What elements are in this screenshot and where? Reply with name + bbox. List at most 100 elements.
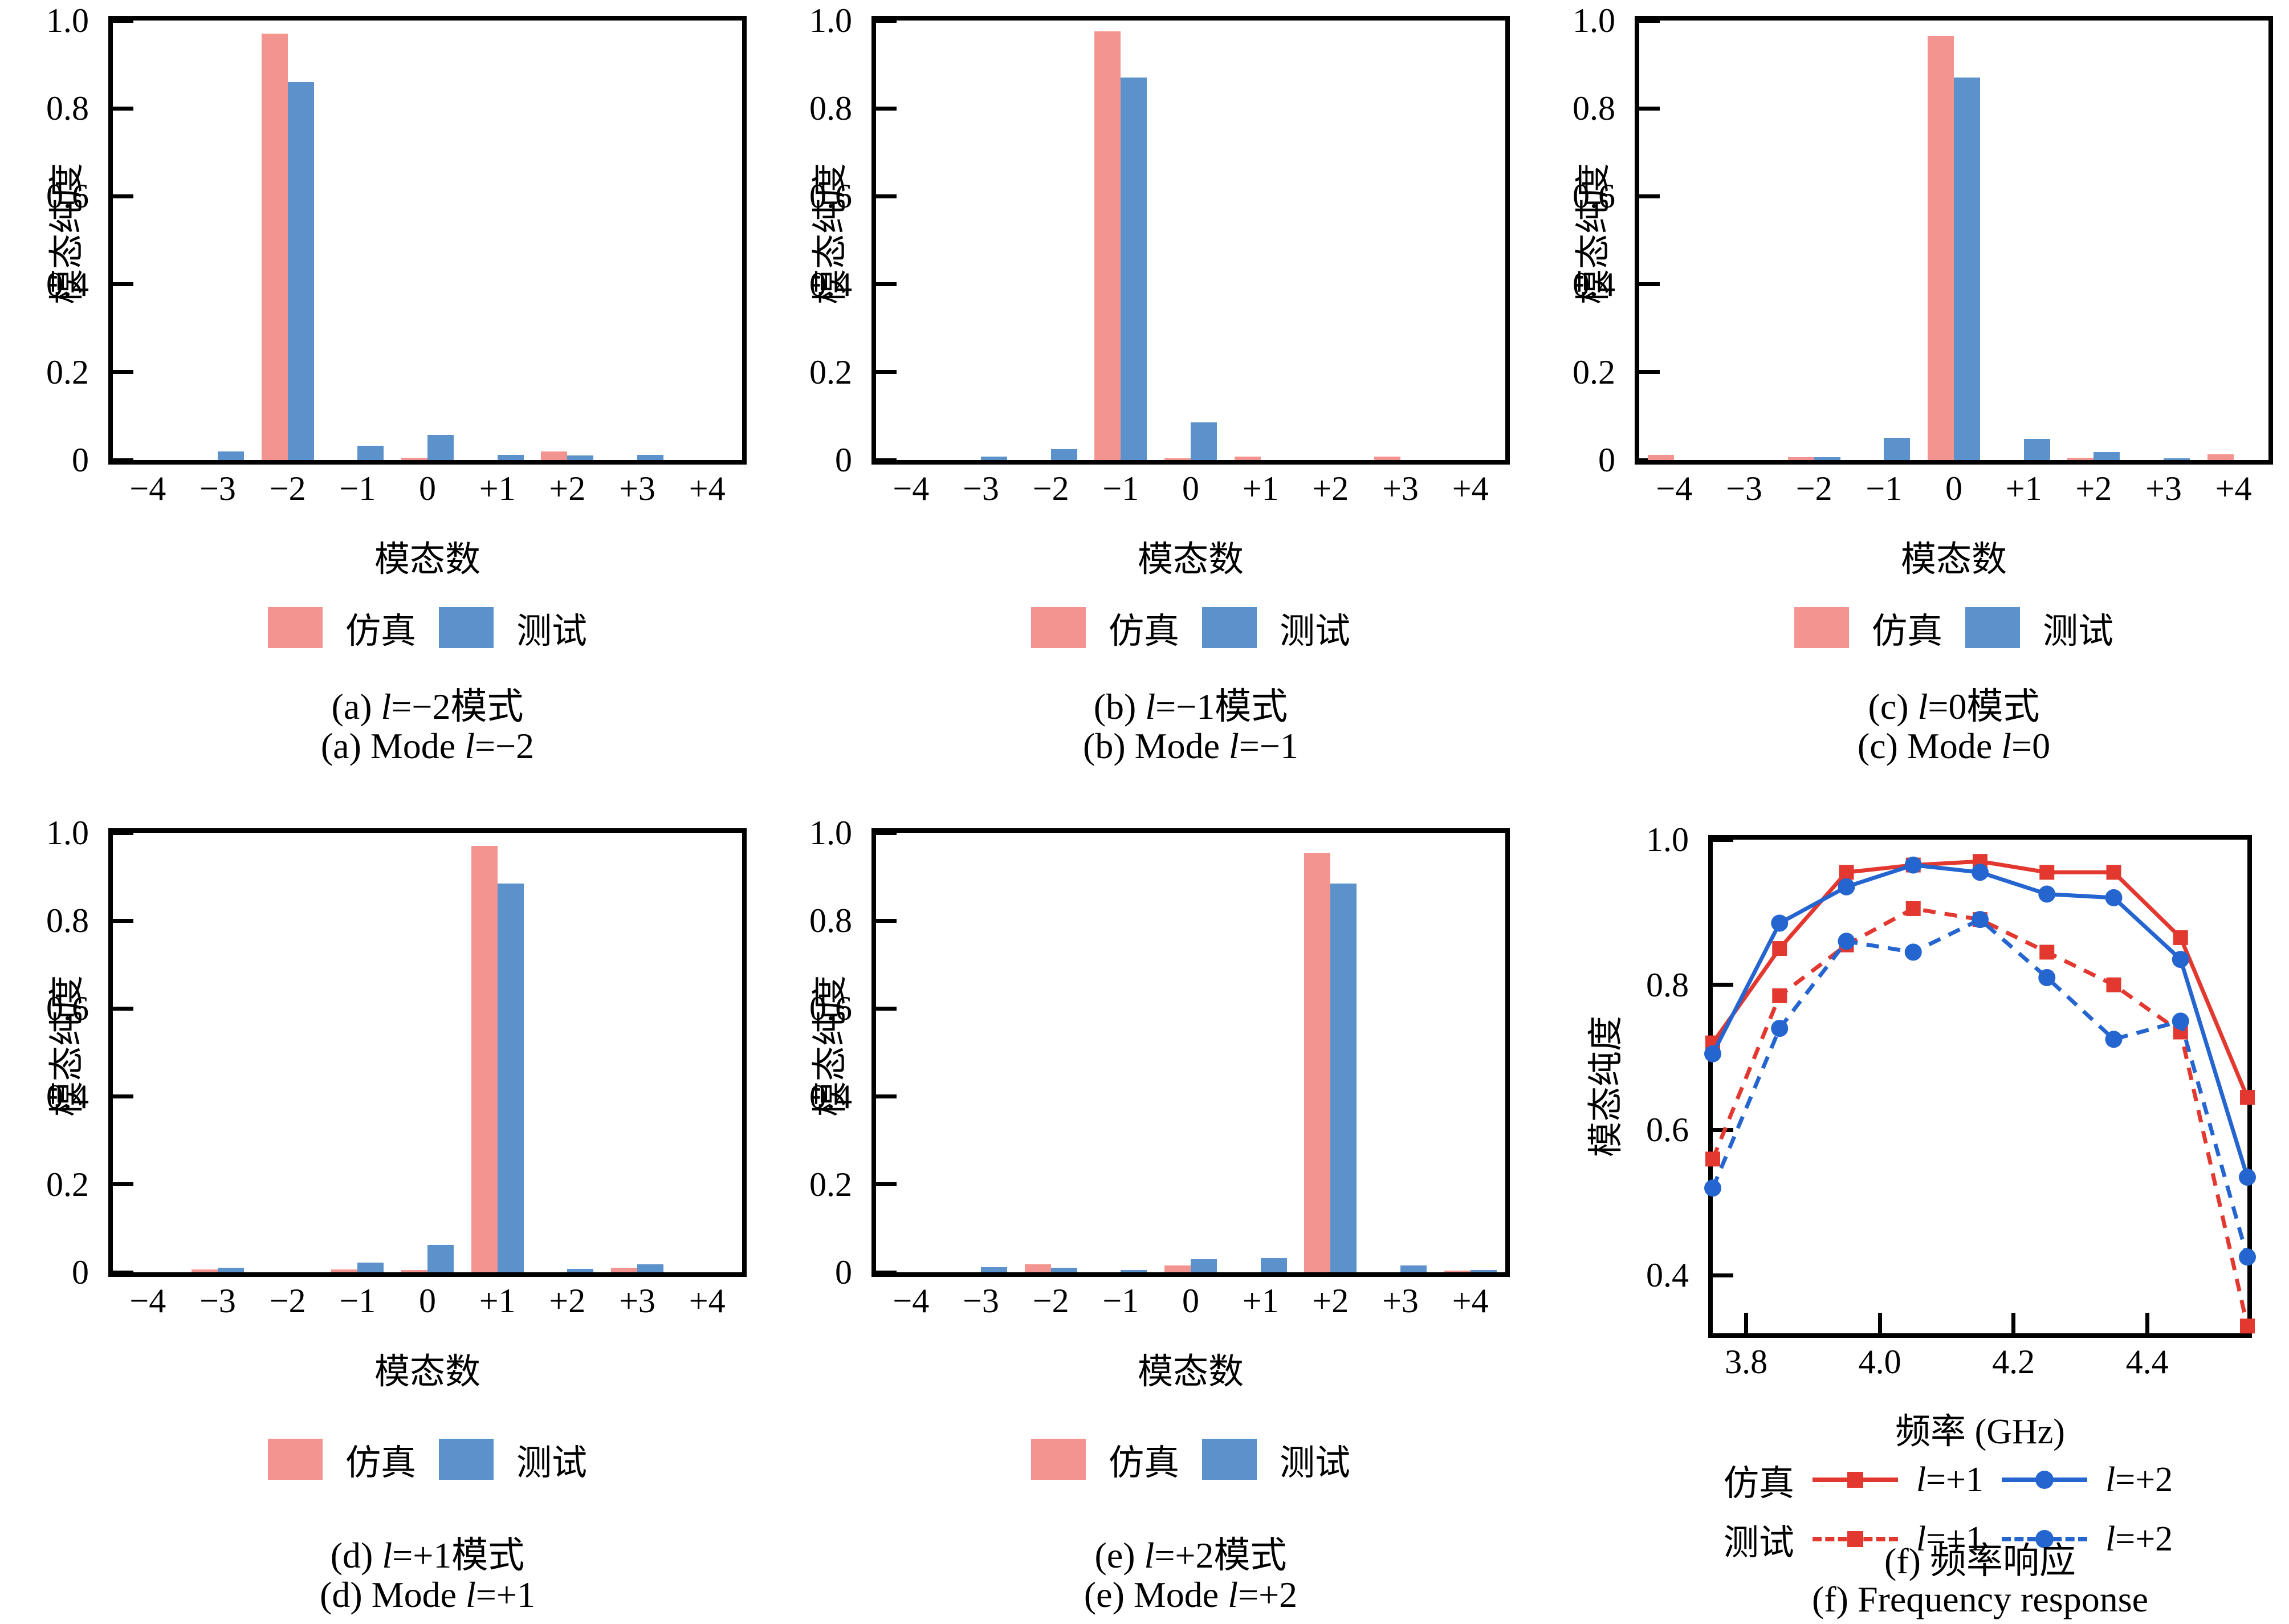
bar-sim — [471, 846, 498, 1272]
bar-test — [567, 455, 594, 460]
bar-test — [357, 1263, 384, 1272]
x-tick-label: 4.4 — [2125, 1343, 2169, 1381]
y-tick-label: 0 — [835, 1253, 852, 1291]
y-tick-mark — [1639, 106, 1660, 111]
legend-label-sim: 仿真 — [1108, 1444, 1179, 1483]
bar-test — [1814, 457, 1840, 460]
x-tick-label: +4 — [2215, 470, 2252, 507]
y-tick-label: 0.6 — [46, 177, 89, 215]
y-tick-mark — [1639, 194, 1660, 198]
y-tick-mark — [876, 106, 897, 111]
x-tick-label: −1 — [1866, 470, 1903, 507]
bar-sim — [1024, 1264, 1051, 1272]
line-chart-svg — [1704, 854, 2256, 1334]
x-tick-label: −2 — [269, 470, 306, 507]
x-tick-label: +2 — [2075, 470, 2112, 507]
bar-sim — [1164, 458, 1191, 460]
x-tick-label: +4 — [1452, 470, 1489, 507]
bar-test — [1400, 1265, 1427, 1272]
plot-area-c: 1.0 0.8 0.6 0.4 0.2 0 −4 −3 −2 −1 0 +1 +2 +3 +4 — [1573, 2, 2273, 507]
circle-marker-icon — [2172, 951, 2189, 968]
x-tick-label: −3 — [199, 470, 236, 507]
caption-zh: (a) l=−2模式 — [331, 686, 524, 727]
x-tick-label: 4.2 — [1992, 1343, 2035, 1381]
x-tick-label: −1 — [1102, 1282, 1139, 1320]
y-tick-mark — [113, 194, 133, 198]
y-tick-mark — [113, 1270, 133, 1275]
bar-sim — [2067, 458, 2094, 460]
y-tick-mark — [876, 1094, 897, 1099]
caption-zh: (d) l=+1模式 — [330, 1535, 525, 1576]
bar-test — [218, 1268, 244, 1272]
circle-marker-icon — [1904, 856, 1922, 874]
square-marker-icon — [1839, 865, 1854, 880]
y-tick-label: 0.6 — [46, 990, 89, 1028]
y-tick-mark — [1639, 458, 1660, 462]
x-tick-mark — [1877, 1313, 1882, 1333]
x-tick-mark — [2011, 1313, 2016, 1333]
bar-sim — [1164, 1265, 1191, 1272]
legend-swatch-sim — [267, 1439, 323, 1480]
y-tick-label: 0.2 — [809, 353, 852, 391]
x-tick-label: −3 — [963, 1282, 999, 1320]
circle-marker-icon — [1838, 933, 1855, 950]
bar-sim — [192, 1269, 218, 1272]
x-tick-label: +4 — [689, 470, 726, 507]
y-tick-label: 0.8 — [46, 902, 89, 940]
y-tick-label: 1.0 — [1646, 821, 1689, 858]
circle-marker-icon — [1771, 1020, 1789, 1037]
bar-sim — [1234, 456, 1261, 460]
x-tick-label: +1 — [1242, 470, 1279, 507]
legend-swatch-test — [1202, 1439, 1257, 1480]
square-marker-icon — [1847, 1531, 1863, 1547]
circle-marker-icon — [2035, 1530, 2054, 1548]
subplot-c: 模态纯度 1.0 0.8 0.6 0.4 0.2 0 −4 −3 −2 −1 0 +1 +2 +3 +4 模… — [1526, 0, 2289, 812]
circle-marker-icon — [2038, 968, 2056, 986]
x-tick-label: +3 — [2145, 470, 2182, 507]
x-tick-label: −4 — [1656, 470, 1693, 507]
bar-test — [1191, 422, 1217, 460]
legend-label-sim: 仿真 — [1108, 612, 1179, 651]
circle-marker-icon — [1704, 1045, 1721, 1063]
x-tick-label: +3 — [619, 1282, 655, 1320]
legend-entry-l1: l=+1 — [1916, 1519, 1983, 1558]
bar-test — [1050, 449, 1077, 460]
bar-test — [2164, 458, 2190, 460]
y-tick-mark — [113, 1094, 133, 1099]
y-tick-label: 0.8 — [46, 89, 89, 128]
y-tick-mark — [876, 1270, 897, 1275]
bar-test — [981, 456, 1007, 460]
legend-entry-l2: l=+2 — [2105, 1460, 2173, 1499]
bar-sim — [2207, 454, 2234, 460]
legend-swatch-test — [1965, 607, 2020, 648]
bar-sim — [1304, 852, 1331, 1272]
legend-a: 仿真 测试 — [108, 602, 747, 653]
y-tick-mark — [113, 1182, 133, 1187]
legend-row-name: 测试 — [1723, 1524, 1794, 1562]
legend-label-test: 测试 — [2043, 612, 2114, 651]
y-tick-label: 0 — [1598, 441, 1615, 479]
y-tick-label: 0.2 — [46, 353, 89, 391]
y-tick-mark — [113, 370, 133, 375]
x-axis-label: 模态数 — [1900, 540, 2007, 579]
legend-label-test: 测试 — [1280, 1444, 1351, 1483]
bar-sim — [1444, 1270, 1471, 1272]
bar-test — [427, 435, 454, 460]
y-tick-mark — [1639, 282, 1660, 287]
x-tick-mark — [1744, 1313, 1749, 1333]
square-marker-icon — [2039, 865, 2055, 880]
legend-f-test-row: 测试 l=+1 l=+2 — [1618, 1513, 2279, 1565]
square-marker-icon — [2106, 865, 2121, 880]
x-tick-label: +4 — [689, 1282, 726, 1320]
y-tick-mark — [876, 194, 897, 198]
y-tick-label: 1.0 — [809, 2, 852, 39]
legend-label-sim: 仿真 — [345, 612, 416, 651]
bar-test — [1121, 78, 1147, 460]
legend-swatch-sim — [267, 607, 323, 648]
square-marker-icon — [1772, 941, 1787, 957]
caption-en: (a) Mode l=−2 — [320, 726, 535, 766]
x-tick-label: −2 — [269, 1282, 306, 1320]
bar-sim — [401, 458, 427, 460]
x-tick-label: −4 — [129, 470, 166, 507]
